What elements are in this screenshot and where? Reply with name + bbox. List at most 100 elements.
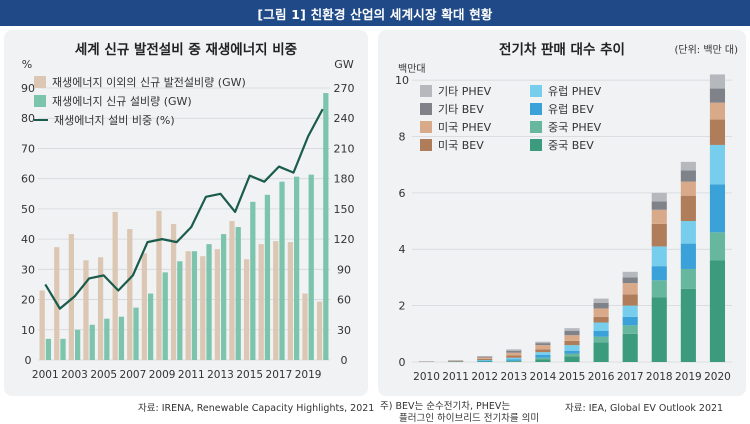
legend-item-other-phev: 기타 PHEV [420, 82, 530, 100]
right-y-tick-label: 0 [341, 354, 348, 367]
ev-x-tick-label: 2014 [530, 371, 557, 383]
legend-label-us-phev: 미국 PHEV [438, 119, 491, 135]
bar-non-renewable [273, 241, 278, 360]
ev-x-tick-label: 2013 [500, 371, 527, 383]
bar-renewable [309, 175, 314, 360]
right-y-tick-label: 270 [334, 82, 355, 95]
legend-label-cn-bev: 중국 BEV [548, 137, 594, 153]
left-y-tick-label: 70 [21, 142, 35, 155]
ev-bar-segment [535, 349, 550, 352]
ev-bar-segment [477, 359, 492, 360]
ev-bar-segment [564, 328, 579, 331]
bar-renewable [46, 339, 51, 360]
ev-bar-segment [448, 361, 463, 362]
ev-bar-segment [564, 345, 579, 351]
ev-bar-segment [564, 356, 579, 362]
bar-non-renewable [156, 211, 161, 360]
right-y-tick-label: 210 [334, 142, 355, 155]
ev-bar-segment [594, 342, 609, 362]
legend-label-other-phev: 기타 PHEV [438, 83, 491, 99]
right-y-tick-label: 60 [337, 294, 351, 307]
legend-swatch-other-bev [420, 103, 432, 115]
legend-swatch-non-renewable [34, 76, 46, 88]
ev-bar-segment [594, 323, 609, 331]
ev-bar-segment [623, 272, 638, 278]
ev-bar-segment [681, 162, 696, 170]
ev-bar-segment [564, 351, 579, 354]
ev-bar-segment [710, 232, 725, 260]
ev-bar-segment [594, 331, 609, 337]
legend-item-non-renewable: 재생에너지 이외의 신규 발전설비량 (GW) [34, 72, 246, 91]
legend-item-us-bev: 미국 BEV [420, 136, 530, 154]
legend-label-eu-phev: 유럽 PHEV [548, 83, 601, 99]
x-tick-label: 2017 [266, 369, 293, 381]
legend-label-us-bev: 미국 BEV [438, 137, 484, 153]
legend-label-non-renewable: 재생에너지 이외의 신규 발전설비량 (GW) [52, 74, 246, 90]
ev-bar-segment [652, 201, 667, 209]
ev-bar-segment [623, 277, 638, 283]
ev-bar-segment [594, 299, 609, 303]
left-y-tick-label: 30 [21, 263, 35, 276]
ev-bar-segment [710, 184, 725, 232]
ev-bar-segment [710, 145, 725, 184]
ev-bar-segment [477, 360, 492, 361]
bar-renewable [163, 272, 168, 360]
legend-item-us-phev: 미국 PHEV [420, 118, 530, 136]
ev-bar-segment [477, 357, 492, 358]
ev-bar-segment [535, 342, 550, 343]
ev-bar-segment [506, 356, 521, 358]
legend-swatch-cn-phev [530, 121, 542, 133]
ev-bar-segment [623, 294, 638, 305]
bar-renewable [90, 325, 95, 360]
ev-bar-segment [564, 354, 579, 357]
legend-swatch-eu-bev [530, 103, 542, 115]
legend-swatch-eu-phev [530, 85, 542, 97]
ev-bar-segment [506, 349, 521, 350]
x-tick-label: 2005 [90, 369, 117, 381]
legend-item-eu-bev: 유럽 BEV [530, 100, 630, 118]
ev-x-tick-label: 2015 [559, 371, 586, 383]
bar-non-renewable [288, 242, 293, 360]
ev-bar-segment [623, 334, 638, 362]
legend-swatch-us-phev [420, 121, 432, 133]
ev-bar-segment [594, 303, 609, 309]
bar-renewable [323, 93, 328, 360]
left-axis-unit: % [22, 58, 32, 71]
bar-non-renewable [40, 290, 45, 360]
ev-bar-segment [477, 357, 492, 358]
ev-bar-segment [535, 352, 550, 355]
bar-non-renewable [98, 257, 103, 360]
right-y-tick-label: 240 [334, 112, 355, 125]
legend-item-cn-bev: 중국 BEV [530, 136, 630, 154]
ev-bar-segment [710, 89, 725, 103]
bar-renewable [148, 294, 153, 360]
bar-renewable [75, 330, 80, 360]
legend-label-eu-bev: 유럽 BEV [548, 101, 594, 117]
ev-bar-segment [564, 335, 579, 341]
bar-renewable [221, 234, 226, 360]
ev-bar-segment [652, 210, 667, 224]
bar-non-renewable [215, 249, 220, 360]
ev-x-tick-label: 2017 [617, 371, 644, 383]
bar-renewable [279, 182, 284, 360]
left-y-tick-label: 60 [21, 173, 35, 186]
figure-banner: [그림 1] 친환경 산업의 세계시장 확대 현황 [0, 0, 750, 26]
ev-y-tick-label: 2 [399, 300, 406, 313]
right-y-tick-label: 30 [337, 324, 351, 337]
ev-x-tick-label: 2018 [646, 371, 673, 383]
right-source: 자료: IEA, Global EV Outlook 2021 [565, 400, 723, 414]
ev-y-tick-label: 6 [399, 187, 406, 200]
bar-renewable [236, 227, 241, 360]
ev-bar-segment [506, 358, 521, 360]
ev-bar-segment [594, 337, 609, 343]
legend-label-cn-phev: 중국 PHEV [548, 119, 601, 135]
ev-x-tick-label: 2019 [675, 371, 702, 383]
legend-item-cn-phev: 중국 PHEV [530, 118, 630, 136]
bar-non-renewable [142, 253, 147, 360]
left-y-tick-label: 80 [21, 112, 35, 125]
left-y-tick-label: 40 [21, 233, 35, 246]
ev-x-tick-label: 2020 [704, 371, 731, 383]
